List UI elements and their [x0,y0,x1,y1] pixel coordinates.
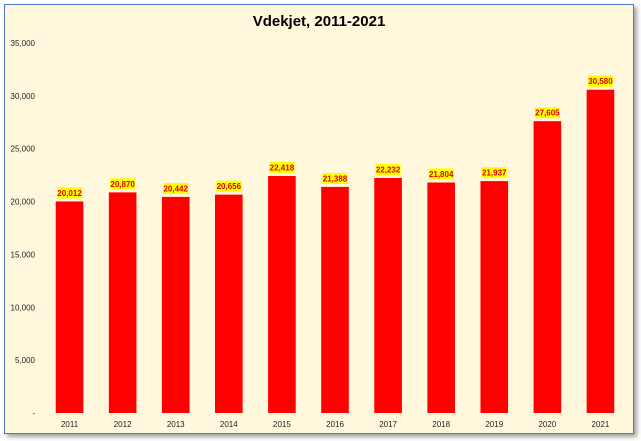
y-tick-label: 5,000 [15,356,36,365]
x-tick-label: 2013 [167,420,185,429]
chart-title: Vdekjet, 2011-2021 [253,13,386,30]
x-tick-label: 2019 [485,420,503,429]
data-label-background [375,163,401,175]
data-label-background [57,187,83,199]
bar [215,194,243,413]
data-label: 20,442 [163,184,188,193]
bar [480,181,509,413]
bar [586,89,615,414]
bar [427,182,455,413]
x-tick-label: 2021 [592,420,610,429]
bars [55,89,615,414]
y-axis: - 5,000 10,000 15,000 20,000 25,000 30,000 35,0… [11,39,36,418]
y-tick-label: 30,000 [11,92,36,101]
bar-chart: Vdekjet, 2011-2021 - 5,000 10,000 15,000 20,… [11,13,615,429]
data-label-background [269,162,295,174]
bar [161,196,190,413]
x-tick-label: 2020 [538,420,556,429]
data-label: 20,656 [217,182,242,191]
x-tick-label: 2017 [379,420,397,429]
bar [268,176,296,413]
x-tick-label: 2014 [220,420,238,429]
chart-frame: Vdekjet, 2011-2021 - 5,000 10,000 15,000 20,… [4,4,634,434]
y-tick-label: 20,000 [11,198,36,207]
data-label: 20,012 [57,189,82,198]
y-tick-label: 25,000 [11,145,36,154]
data-label: 30,580 [588,77,613,86]
bar [55,201,84,413]
data-label: 22,232 [376,165,401,174]
x-tick-label: 2016 [326,420,344,429]
data-label-background [110,178,136,190]
data-label-background [163,182,189,194]
data-label: 27,605 [535,109,560,118]
data-label-background [322,172,348,184]
data-label: 21,937 [482,169,507,178]
y-tick-label: 15,000 [11,250,36,259]
bar [108,192,137,413]
data-label: 21,388 [323,174,348,183]
x-tick-label: 2018 [432,420,450,429]
data-label-background [534,107,560,119]
data-label-background [216,180,242,192]
bar [533,121,562,413]
x-axis: 2011 2012 2013 2014 2015 2016 2017 2018 2019 2020… [61,420,610,429]
y-tick-label: 35,000 [11,39,36,48]
bar [321,186,349,413]
data-labels: 20,012 20,870 20,442 20,656 22,418 21,388 22,2… [57,75,613,199]
bar [374,177,402,413]
data-label-background [587,75,613,87]
x-tick-label: 2012 [114,420,132,429]
y-tick-label: 10,000 [11,303,36,312]
y-tick-label: - [32,409,35,418]
data-label: 21,804 [429,170,454,179]
data-label: 20,870 [110,180,135,189]
data-label: 22,418 [270,164,295,173]
x-tick-label: 2011 [61,420,79,429]
data-label-background [428,168,454,180]
x-tick-label: 2015 [273,420,291,429]
data-label-background [481,167,507,179]
